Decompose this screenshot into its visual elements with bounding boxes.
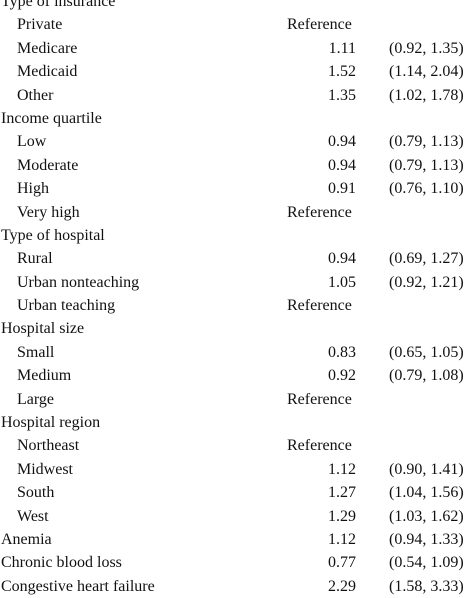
odds-ratio-value: 1.11 — [328, 39, 356, 57]
variable-label: Private — [17, 16, 63, 34]
variable-label: Medium — [17, 367, 72, 385]
variable-label: Rural — [17, 250, 53, 268]
odds-ratio-value: 1.27 — [328, 484, 356, 502]
table-row: Urban teaching Reference — [0, 294, 474, 317]
variable-label: Northeast — [17, 437, 80, 455]
section-label: Type of insurance — [1, 0, 116, 10]
table-row: Northeast Reference — [0, 434, 474, 457]
odds-ratio-value: 0.94 — [328, 250, 356, 268]
confidence-interval: (0.76, 1.10) — [389, 180, 464, 198]
table-row: Medium 0.92 (0.79, 1.08) — [0, 364, 474, 387]
table-row: Congestive heart failure 2.29 (1.58, 3.33) — [0, 575, 474, 598]
confidence-interval: (1.03, 1.62) — [389, 507, 464, 525]
table-row: South 1.27 (1.04, 1.56) — [0, 481, 474, 504]
table-row: Chronic blood loss 0.77 (0.54, 1.09) — [0, 551, 474, 574]
confidence-interval: (0.79, 1.13) — [389, 156, 464, 174]
section-header-row: Hospital region — [0, 411, 474, 434]
odds-ratio-value: 1.12 — [328, 460, 356, 478]
section-header-row: Hospital size — [0, 317, 474, 340]
section-label: Type of hospital — [1, 226, 105, 244]
section-header-row: Type of insurance — [0, 0, 474, 13]
table-row: Moderate 0.94 (0.79, 1.13) — [0, 154, 474, 177]
variable-label: Other — [17, 86, 54, 104]
variable-label: Low — [17, 133, 47, 151]
table-row: Medicaid 1.52 (1.14, 2.04) — [0, 60, 474, 83]
variable-label: Urban nonteaching — [17, 273, 140, 291]
variable-label: Very high — [17, 203, 80, 221]
variable-label: High — [17, 180, 49, 198]
confidence-interval: (0.54, 1.09) — [389, 554, 464, 572]
table-row: Other 1.35 (1.02, 1.78) — [0, 84, 474, 107]
odds-ratio-value: 0.94 — [328, 156, 356, 174]
variable-label: Medicare — [17, 39, 78, 57]
reference-label: Reference — [287, 297, 352, 315]
confidence-interval: (0.69, 1.27) — [389, 250, 464, 268]
confidence-interval: (1.14, 2.04) — [389, 63, 464, 81]
table-row: Rural 0.94 (0.69, 1.27) — [0, 247, 474, 270]
table-row: Small 0.83 (0.65, 1.05) — [0, 341, 474, 364]
odds-ratio-value: 1.05 — [328, 273, 356, 291]
reference-label: Reference — [287, 437, 352, 455]
confidence-interval: (1.04, 1.56) — [389, 484, 464, 502]
odds-ratio-value: 1.29 — [328, 507, 356, 525]
table-row: Private Reference — [0, 13, 474, 36]
table-row: Midwest 1.12 (0.90, 1.41) — [0, 458, 474, 481]
confidence-interval: (0.65, 1.05) — [389, 343, 464, 361]
section-label: Hospital region — [1, 414, 101, 432]
odds-ratio-value: 1.12 — [328, 530, 356, 548]
odds-ratio-value: 1.35 — [328, 86, 356, 104]
confidence-interval: (0.94, 1.33) — [389, 530, 464, 548]
variable-label: Moderate — [17, 156, 79, 174]
variable-label: Urban teaching — [17, 297, 116, 315]
confidence-interval: (0.79, 1.08) — [389, 367, 464, 385]
table-row: Large Reference — [0, 388, 474, 411]
odds-ratio-value: 0.92 — [328, 367, 356, 385]
variable-label: Chronic blood loss — [1, 554, 122, 572]
variable-label: Congestive heart failure — [1, 577, 155, 595]
odds-ratio-value: 2.29 — [328, 577, 356, 595]
section-label: Hospital size — [1, 320, 85, 338]
confidence-interval: (0.92, 1.35) — [389, 39, 464, 57]
confidence-interval: (1.58, 3.33) — [389, 577, 464, 595]
section-header-row: Income quartile — [0, 107, 474, 130]
variable-label: Large — [17, 390, 55, 408]
odds-ratio-value: 0.83 — [328, 343, 356, 361]
table-row: West 1.29 (1.03, 1.62) — [0, 505, 474, 528]
variable-label: Medicaid — [17, 63, 78, 81]
section-label: Income quartile — [1, 109, 102, 127]
variable-label: South — [17, 484, 55, 502]
reference-label: Reference — [287, 390, 352, 408]
confidence-interval: (0.92, 1.21) — [389, 273, 464, 291]
odds-ratio-value: 0.77 — [328, 554, 356, 572]
odds-ratio-value: 0.91 — [328, 180, 356, 198]
variable-label: Small — [17, 343, 55, 361]
table-row: Urban nonteaching 1.05 (0.92, 1.21) — [0, 271, 474, 294]
odds-ratio-value: 1.52 — [328, 63, 356, 81]
table-row: Medicare 1.11 (0.92, 1.35) — [0, 37, 474, 60]
table-row: Low 0.94 (0.79, 1.13) — [0, 130, 474, 153]
variable-label: Anemia — [1, 530, 52, 548]
variable-label: West — [17, 507, 49, 525]
reference-label: Reference — [287, 203, 352, 221]
variable-label: Midwest — [17, 460, 73, 478]
confidence-interval: (1.02, 1.78) — [389, 86, 464, 104]
confidence-interval: (0.79, 1.13) — [389, 133, 464, 151]
table-row: Anemia 1.12 (0.94, 1.33) — [0, 528, 474, 551]
reference-label: Reference — [287, 16, 352, 34]
confidence-interval: (0.90, 1.41) — [389, 460, 464, 478]
table-row: High 0.91 (0.76, 1.10) — [0, 177, 474, 200]
section-header-row: Type of hospital — [0, 224, 474, 247]
odds-ratio-value: 0.94 — [328, 133, 356, 151]
table-row: Very high Reference — [0, 201, 474, 224]
